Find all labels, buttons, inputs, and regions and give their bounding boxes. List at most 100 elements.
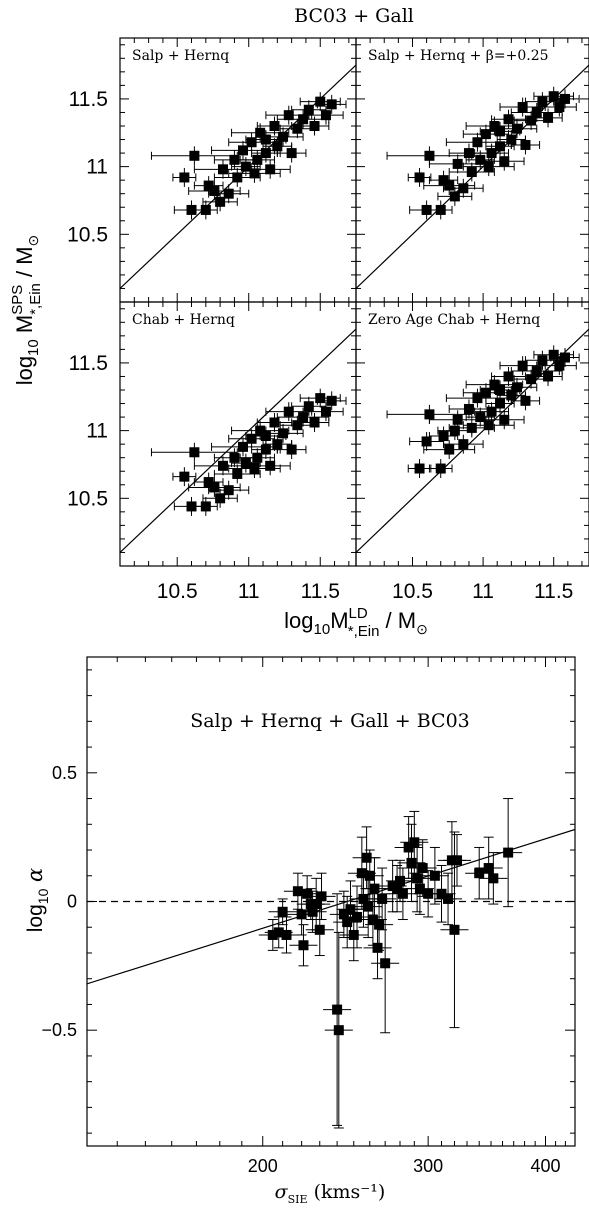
- data-point: [217, 164, 228, 175]
- top-x-axis-label: log10MLD *,Ein / M⊙: [284, 605, 428, 640]
- data-point: [200, 204, 211, 215]
- bottom-y-axis-label: log10 α: [23, 868, 51, 932]
- data-point: [483, 420, 494, 431]
- data-point: [260, 134, 271, 145]
- data-point: [374, 919, 385, 930]
- data-point: [315, 393, 326, 404]
- data-point: [417, 863, 428, 874]
- data-point: [326, 395, 337, 406]
- data-point: [424, 150, 435, 161]
- x-tick-label: 11: [472, 580, 494, 603]
- panel-label: Salp + Hernq + Gall + BC03: [190, 710, 470, 732]
- data-point: [260, 148, 271, 159]
- data-point: [392, 883, 403, 894]
- data-point: [380, 958, 391, 969]
- panel-frame: [355, 301, 589, 567]
- panel-label: Chab + Hernq: [132, 312, 235, 328]
- top-panel-grid: Salp + Hernq 10.5 11 11.5 Salp + Hernq + β=+…: [67, 37, 589, 603]
- panel-frame: [119, 301, 357, 567]
- data-point: [209, 482, 220, 493]
- data-point: [475, 412, 486, 423]
- bottom-panel: Salp + Hernq + Gall + BC03 200 300 400 0.5 0 −…: [41, 656, 576, 1176]
- data-point: [281, 929, 292, 940]
- data-point: [298, 412, 309, 423]
- data-point: [272, 141, 283, 152]
- data-point: [452, 414, 463, 425]
- data-point: [223, 485, 234, 496]
- data-point: [548, 91, 559, 102]
- data-point: [232, 172, 243, 183]
- data-point: [483, 863, 494, 874]
- panel-label: Salp + Hernq + β=+0.25: [368, 48, 549, 64]
- data-point: [489, 121, 500, 131]
- x-tick-label: 11: [238, 580, 260, 603]
- data-point: [495, 141, 506, 152]
- data-point: [255, 127, 266, 138]
- data-point: [424, 409, 435, 420]
- data-point: [303, 401, 314, 412]
- data-point: [326, 99, 337, 110]
- data-point: [480, 387, 491, 398]
- data-point: [232, 468, 243, 479]
- data-point: [511, 123, 522, 134]
- data-point: [314, 924, 325, 935]
- data-point: [272, 439, 283, 450]
- x-tick-label: 10.5: [392, 580, 433, 603]
- data-point: [511, 382, 522, 393]
- data-point: [559, 93, 570, 104]
- data-point: [269, 121, 280, 131]
- data-point: [223, 188, 234, 199]
- data-point: [412, 873, 423, 884]
- data-point: [559, 352, 570, 363]
- data-point: [435, 204, 446, 215]
- data-point: [458, 439, 469, 450]
- data-point: [292, 123, 303, 134]
- data-point: [377, 893, 388, 904]
- data-point: [286, 444, 297, 455]
- data-point: [414, 172, 425, 183]
- data-point: [315, 96, 326, 107]
- x-tick-label: 400: [530, 1156, 560, 1176]
- data-point: [480, 129, 491, 140]
- panel-bottom-right: Zero Age Chab + Hernq 10.5 11 11.5: [355, 301, 589, 603]
- data-point: [403, 842, 414, 853]
- data-point: [203, 180, 214, 191]
- data-points: [150, 92, 347, 220]
- data-point: [438, 431, 449, 442]
- data-point: [238, 441, 249, 452]
- data-point: [296, 909, 307, 920]
- data-point: [517, 360, 528, 371]
- data-point: [414, 463, 425, 474]
- data-point: [397, 888, 408, 899]
- data-point: [209, 185, 220, 196]
- data-point: [466, 167, 477, 178]
- y-tick-label: 0: [67, 892, 77, 912]
- data-point: [358, 893, 369, 904]
- data-point: [489, 379, 500, 390]
- data-point: [444, 444, 455, 455]
- data-point: [474, 868, 485, 879]
- data-point: [342, 917, 353, 928]
- data-point: [292, 420, 303, 431]
- data-point: [215, 196, 226, 207]
- data-point: [520, 139, 531, 150]
- data-point: [240, 161, 251, 172]
- data-point: [316, 891, 327, 902]
- data-point: [369, 883, 380, 894]
- data-point: [495, 398, 506, 409]
- data-point: [278, 428, 289, 439]
- top-y-axis-label: log10 MSPS*,Ein / M⊙: [9, 235, 44, 386]
- data-point: [472, 393, 483, 404]
- data-point: [543, 112, 554, 123]
- data-point: [252, 452, 263, 463]
- data-point: [466, 422, 477, 433]
- data-point: [309, 417, 320, 428]
- data-point: [186, 204, 197, 215]
- data-point: [249, 168, 260, 179]
- one-to-one-line: [120, 328, 356, 553]
- data-point: [452, 855, 463, 866]
- data-point: [278, 131, 289, 142]
- data-points: [258, 798, 523, 1129]
- y-tick-label: 10.5: [67, 223, 108, 246]
- x-tick-label: 300: [413, 1156, 443, 1176]
